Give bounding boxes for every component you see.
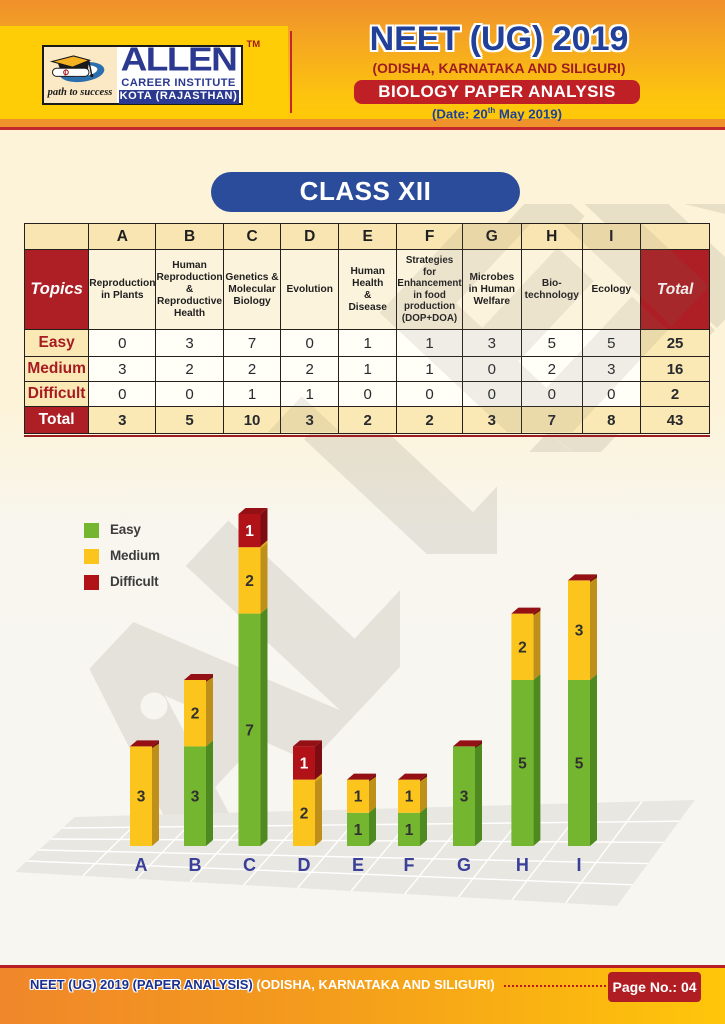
svg-text:5: 5	[518, 756, 527, 773]
svg-text:C: C	[243, 855, 256, 875]
svg-text:1: 1	[405, 822, 414, 839]
svg-text:1: 1	[245, 523, 254, 540]
svg-text:G: G	[457, 855, 471, 875]
svg-text:1: 1	[354, 789, 363, 806]
svg-text:B: B	[189, 855, 202, 875]
svg-text:3: 3	[575, 623, 584, 640]
svg-text:7: 7	[245, 722, 254, 739]
svg-text:F: F	[404, 855, 415, 875]
svg-text:3: 3	[191, 789, 200, 806]
svg-text:2: 2	[518, 639, 527, 656]
svg-text:1: 1	[300, 756, 309, 773]
svg-text:3: 3	[460, 789, 469, 806]
svg-text:I: I	[576, 855, 581, 875]
svg-text:D: D	[298, 855, 311, 875]
svg-text:5: 5	[575, 756, 584, 773]
svg-text:E: E	[352, 855, 364, 875]
svg-text:3: 3	[137, 789, 146, 806]
svg-text:2: 2	[300, 805, 309, 822]
svg-text:1: 1	[405, 789, 414, 806]
svg-text:A: A	[135, 855, 148, 875]
svg-text:2: 2	[245, 573, 254, 590]
svg-text:H: H	[516, 855, 529, 875]
svg-text:1: 1	[354, 822, 363, 839]
svg-text:2: 2	[191, 706, 200, 723]
